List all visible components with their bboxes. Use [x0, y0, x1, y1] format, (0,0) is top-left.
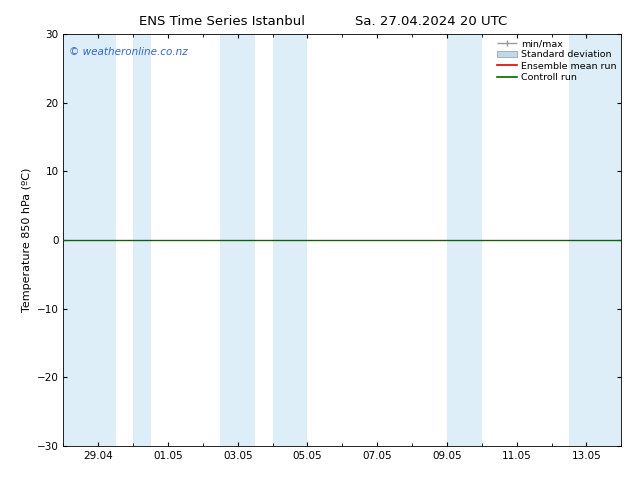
Bar — [63, 34, 115, 446]
Bar — [447, 34, 482, 446]
Text: ENS Time Series Istanbul: ENS Time Series Istanbul — [139, 15, 305, 28]
Bar — [273, 34, 307, 446]
Bar — [133, 34, 150, 446]
Y-axis label: Temperature 850 hPa (ºC): Temperature 850 hPa (ºC) — [22, 168, 32, 312]
Bar — [569, 34, 621, 446]
Bar — [221, 34, 255, 446]
Text: Sa. 27.04.2024 20 UTC: Sa. 27.04.2024 20 UTC — [355, 15, 507, 28]
Text: © weatheronline.co.nz: © weatheronline.co.nz — [69, 47, 188, 57]
Legend: min/max, Standard deviation, Ensemble mean run, Controll run: min/max, Standard deviation, Ensemble me… — [495, 37, 619, 84]
